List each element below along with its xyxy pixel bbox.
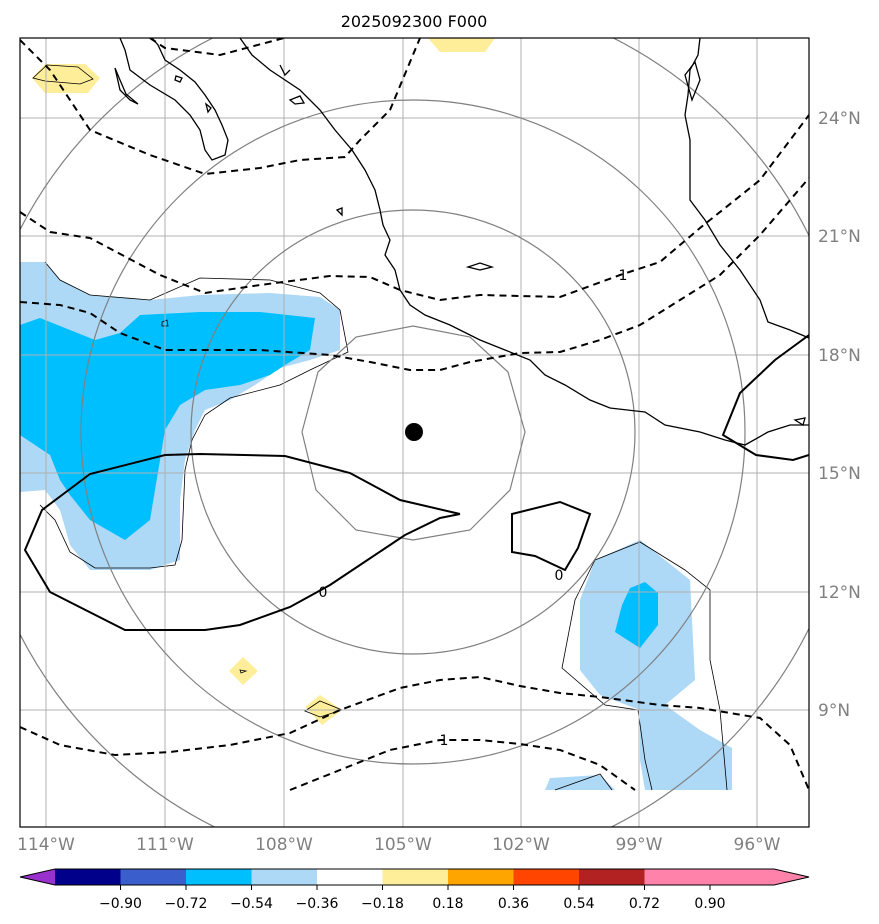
lon-label: 108°W <box>255 835 313 855</box>
negative-anomaly-region-west-core <box>20 312 315 540</box>
island-4 <box>204 102 212 114</box>
colorbar: −0.90 −0.72 −0.54 −0.36 −0.18 0.18 0.36 … <box>19 868 810 912</box>
contour-labels: 1 0 0 1 <box>319 268 628 749</box>
negative-anomaly-region-east-core <box>615 582 658 648</box>
zero-contour-east <box>511 500 592 572</box>
negative-anomaly-region-south <box>545 775 615 790</box>
island-5 <box>288 95 306 105</box>
colorbar-segment <box>382 869 448 885</box>
colorbar-extend-low <box>20 869 55 885</box>
contour-label-3: 0 <box>555 568 564 584</box>
lon-label: 99°W <box>616 835 663 855</box>
coastlines <box>114 38 809 446</box>
latitude-labels: 24°N 21°N 18°N 15°N 12°N 9°N <box>818 109 861 721</box>
range-ring-3 <box>80 99 746 765</box>
colorbar-segment <box>186 869 252 885</box>
negative-anomaly-region-east <box>580 540 732 790</box>
contour-label-4: 1 <box>440 733 449 749</box>
colorbar-tick-label: 0.72 <box>629 896 660 912</box>
coastline-gulf-mexico-2 <box>684 60 701 103</box>
lat-label: 18°N <box>818 346 861 366</box>
colorbar-tick-label: −0.90 <box>99 896 142 912</box>
range-ring-inner <box>301 325 526 541</box>
lat-label: 9°N <box>818 701 850 721</box>
island-1 <box>465 262 495 271</box>
map-frame <box>19 37 810 828</box>
colorbar-segment <box>448 869 514 885</box>
lat-label: 21°N <box>818 227 861 247</box>
map-title: 2025092300 F000 <box>341 12 488 31</box>
colorbar-segment <box>317 869 383 885</box>
dashed-contours <box>20 38 809 791</box>
map-area: 1 0 0 1 <box>20 38 809 827</box>
colorbar-outline <box>19 868 810 886</box>
lat-label: 15°N <box>818 464 861 484</box>
colorbar-segment <box>55 869 121 885</box>
colorbar-segment <box>579 869 645 885</box>
colorbar-segment <box>644 869 710 885</box>
contour-label-1: 1 <box>619 268 628 284</box>
colorbar-tick-label: 0.36 <box>498 896 529 912</box>
shaded-field <box>20 38 732 790</box>
lon-label: 114°W <box>17 835 75 855</box>
lon-label: 111°W <box>136 835 194 855</box>
coastline-gulf-mexico <box>684 38 809 339</box>
range-ring-2 <box>190 209 636 655</box>
lon-label: 105°W <box>374 835 432 855</box>
longitude-labels: 114°W 111°W 108°W 105°W 102°W 99°W 96°W <box>17 835 781 855</box>
colorbar-segment <box>120 869 186 885</box>
colorbar-tick-label: −0.18 <box>361 896 404 912</box>
zero-contours <box>23 334 809 631</box>
colorbar-tick-label: −0.54 <box>230 896 273 912</box>
lon-label: 102°W <box>492 835 550 855</box>
colorbar-tick-label: 0.90 <box>694 896 725 912</box>
coastline-baja-west <box>114 67 139 105</box>
positive-anomaly-patch-south-1 <box>229 657 258 685</box>
colorbar-tick-label: −0.72 <box>165 896 208 912</box>
colorbar-segment <box>251 869 317 885</box>
colorbar-tick-label: −0.36 <box>296 896 339 912</box>
colorbar-extend-high <box>710 869 809 885</box>
range-rings <box>20 38 809 827</box>
colorbar-tick-label: 0.18 <box>432 896 463 912</box>
colorbar-ticks <box>120 885 711 890</box>
colorbar-tick-label: 0.54 <box>563 896 594 912</box>
contour-label-2: 0 <box>319 585 328 601</box>
colorbar-segment <box>513 869 579 885</box>
zero-contour-west <box>23 452 461 631</box>
coastline-mexico-pacific <box>239 38 809 446</box>
positive-anomaly-patch-nw <box>32 64 100 93</box>
lat-label: 12°N <box>818 583 861 603</box>
island-3 <box>174 75 183 83</box>
zero-contour-far-east <box>721 334 809 462</box>
graticule <box>20 38 809 827</box>
island-6 <box>793 417 806 427</box>
island-2 <box>335 207 343 217</box>
lon-label: 96°W <box>734 835 781 855</box>
storm-center-marker <box>405 423 423 441</box>
coastline-baja-north <box>279 64 291 77</box>
lat-label: 24°N <box>818 109 861 129</box>
positive-anomaly-patch-north <box>428 38 495 52</box>
coastline-baja-east <box>119 38 229 161</box>
